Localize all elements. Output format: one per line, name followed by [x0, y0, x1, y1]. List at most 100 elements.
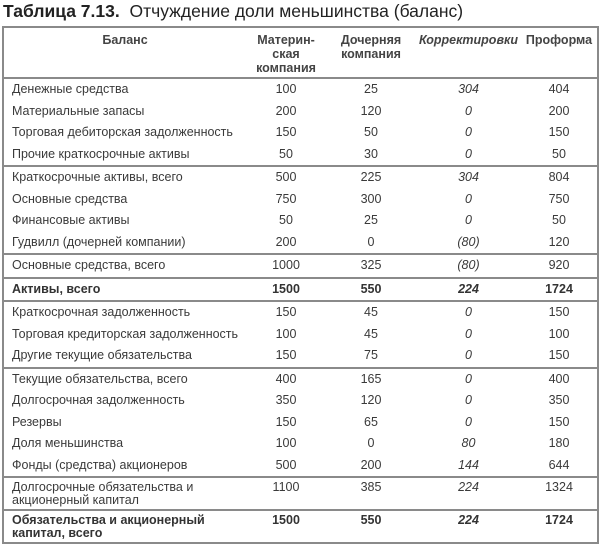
proforma-value: 180 — [548, 436, 570, 451]
proforma-value: 804 — [548, 170, 570, 185]
table-row: Активы, всего 1500 550 224 1724 — [3, 277, 598, 302]
row-label: Основные средства, всего — [3, 254, 246, 279]
table-caption: Отчуждение доли меньшинства (баланс) — [129, 1, 464, 21]
adjustment-value: (80) — [416, 231, 521, 255]
parent-value: 200 — [275, 103, 297, 118]
parent-value: 150 — [275, 305, 297, 320]
parent-value: 1500 — [272, 513, 300, 527]
proforma-value: 150 — [548, 305, 570, 320]
adjustment-value: 0 — [465, 371, 472, 386]
row-label: Доля меньшинства — [12, 436, 124, 451]
row-label: Денежные средства — [12, 82, 129, 97]
subsidiary-value: 25 — [364, 82, 378, 97]
proforma-value: 100 — [548, 326, 570, 341]
adjustment-value: 0 — [465, 326, 472, 341]
parent-value: 50 — [279, 213, 293, 228]
row-label: Фонды (средства) акционеров — [3, 454, 246, 478]
parent-value: 150 — [275, 414, 297, 429]
subsidiary-value: 200 — [326, 454, 416, 478]
row-label: Другие текущие обязательства — [3, 345, 246, 369]
proforma-value: 1724 — [521, 277, 598, 302]
table-row: Другие текущие обязательства 150 75 0 150 — [3, 345, 598, 369]
table-row: Торговая кредиторская задолженность 100 45… — [3, 324, 598, 346]
proforma-value: 644 — [521, 454, 598, 478]
proforma-value: 1324 — [521, 477, 598, 511]
row-label: Резервы — [12, 414, 62, 429]
subsidiary-value: 300 — [360, 191, 382, 206]
table-row: Обязательства и акционерный капитал, все… — [3, 510, 598, 543]
parent-value: 1000 — [246, 254, 326, 279]
header-proforma: Проформа — [521, 27, 598, 79]
proforma-value: 150 — [521, 345, 598, 369]
row-label: Активы, всего — [3, 277, 246, 302]
row-label: Текущие обязательства, всего — [12, 371, 188, 386]
subsidiary-value: 45 — [364, 326, 378, 341]
proforma-value: 404 — [548, 82, 570, 97]
adjustment-value: 224 — [458, 513, 479, 527]
row-label: Гудвилл (дочерней компании) — [3, 231, 246, 255]
table-row: Материальные запасы 200 120 0 200 — [3, 101, 598, 123]
proforma-value: 50 — [552, 213, 566, 228]
subsidiary-value: 45 — [364, 305, 378, 320]
table-row: Долгосрочные обязательства и акционерный… — [3, 477, 598, 511]
subsidiary-value: 550 — [360, 513, 382, 527]
table-row: Финансовые активы 50 25 0 50 — [3, 210, 598, 232]
header-balance: Баланс — [3, 27, 246, 79]
subsidiary-value: 50 — [364, 125, 378, 140]
proforma-value: 50 — [521, 143, 598, 167]
row-label: Торговая дебиторская задолженность — [12, 125, 233, 140]
proforma-value: 1724 — [545, 513, 573, 527]
subsidiary-value: 550 — [326, 277, 416, 302]
table-row: Гудвилл (дочерней компании) 200 0 (80) 120 — [3, 231, 598, 255]
parent-value: 200 — [246, 231, 326, 255]
parent-value: 350 — [275, 393, 297, 408]
subsidiary-value: 65 — [364, 414, 378, 429]
subsidiary-value: 0 — [326, 231, 416, 255]
adjustment-value: 224 — [416, 477, 521, 511]
table-row: Фонды (средства) акционеров 500 200 144 644 — [3, 454, 598, 478]
parent-value: 100 — [275, 326, 297, 341]
table-row: Торговая дебиторская задолженность 150 50 0… — [3, 122, 598, 144]
row-label: Краткосрочная задолженность — [12, 305, 191, 320]
proforma-value: 400 — [548, 371, 570, 386]
adjustment-value: 0 — [465, 414, 472, 429]
adjustment-value: 0 — [416, 345, 521, 369]
row-label: Долгосрочная задолженность — [12, 393, 185, 408]
table-row: Основные средства 750 300 0 750 — [3, 189, 598, 211]
parent-value: 500 — [246, 454, 326, 478]
adjustment-value: 0 — [416, 143, 521, 167]
adjustment-value: 0 — [465, 305, 472, 320]
table-row: Краткосрочная задолженность 150 45 0 150 — [3, 301, 598, 324]
adjustment-value: (80) — [416, 254, 521, 279]
subsidiary-value: 75 — [326, 345, 416, 369]
proforma-value: 120 — [521, 231, 598, 255]
header-parent: Материн-ская компания — [246, 27, 326, 79]
parent-value: 150 — [246, 345, 326, 369]
adjustment-value: 0 — [465, 191, 472, 206]
table-row: Прочие краткосрочные активы 50 30 0 50 — [3, 143, 598, 167]
proforma-value: 350 — [548, 393, 570, 408]
adjustment-value: 304 — [458, 82, 479, 97]
adjustment-value: 0 — [465, 125, 472, 140]
row-label: Основные средства — [12, 191, 128, 206]
proforma-value: 150 — [548, 125, 570, 140]
table-row: Текущие обязательства, всего 400 165 0 400 — [3, 368, 598, 391]
subsidiary-value: 165 — [360, 371, 382, 386]
subsidiary-value: 325 — [326, 254, 416, 279]
table-row: Денежные средства 100 25 304 404 — [3, 78, 598, 101]
proforma-value: 150 — [548, 414, 570, 429]
proforma-value: 200 — [548, 103, 570, 118]
adjustment-value: 80 — [461, 436, 476, 451]
balance-table: Баланс Материн-ская компания Дочерняя комп… — [2, 26, 599, 544]
parent-value: 150 — [275, 125, 297, 140]
table-row: Резервы 150 65 0 150 — [3, 412, 598, 434]
adjustment-value: 0 — [465, 393, 472, 408]
header-row: Баланс Материн-ская компания Дочерняя комп… — [3, 27, 598, 79]
table-title: Таблица 7.13. Отчуждение доли меньшинств… — [3, 1, 463, 22]
table-number: Таблица 7.13. — [3, 1, 120, 21]
subsidiary-value: 25 — [364, 213, 378, 228]
adjustment-value: 0 — [465, 103, 472, 118]
table-row: Краткосрочные активы, всего 500 225 304 804 — [3, 166, 598, 189]
table-row: Долгосрочная задолженность 350 120 0 350 — [3, 390, 598, 412]
row-label: Материальные запасы — [12, 103, 145, 118]
